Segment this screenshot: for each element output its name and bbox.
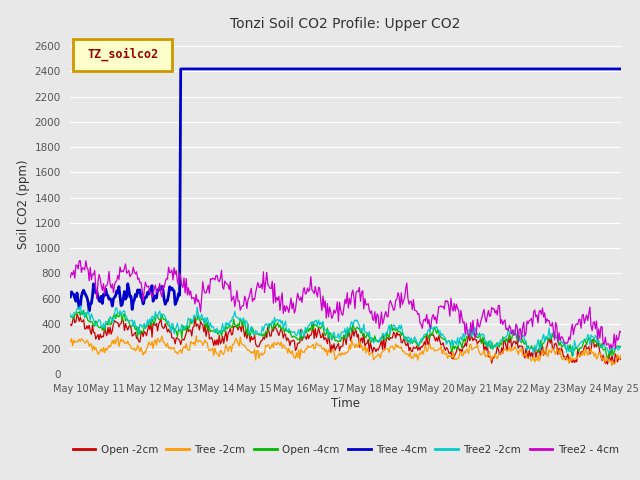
FancyBboxPatch shape	[73, 39, 172, 71]
X-axis label: Time: Time	[331, 397, 360, 410]
Legend: Open -2cm, Tree -2cm, Open -4cm, Tree -4cm, Tree2 -2cm, Tree2 - 4cm: Open -2cm, Tree -2cm, Open -4cm, Tree -4…	[68, 441, 623, 459]
Text: TZ_soilco2: TZ_soilco2	[87, 48, 158, 61]
Title: Tonzi Soil CO2 Profile: Upper CO2: Tonzi Soil CO2 Profile: Upper CO2	[230, 17, 461, 31]
Y-axis label: Soil CO2 (ppm): Soil CO2 (ppm)	[17, 159, 30, 249]
